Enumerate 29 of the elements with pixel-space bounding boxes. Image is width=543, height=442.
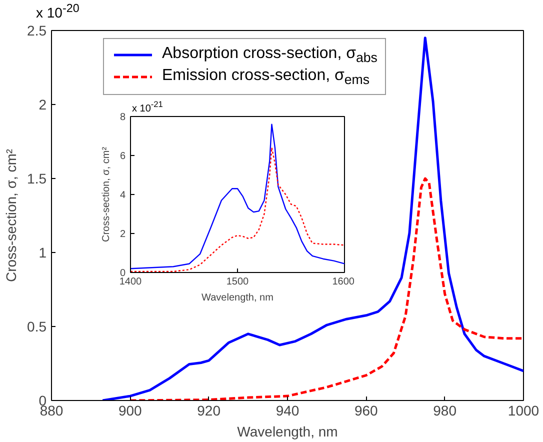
y-tick-label: 0 — [120, 268, 126, 279]
x-tick-label: 980 — [433, 402, 457, 418]
x-tick-label: 920 — [197, 402, 221, 418]
y-tick-label: 2 — [120, 229, 126, 240]
y-tick-label: 2.5 — [27, 22, 47, 38]
y-axis-title: Cross-section, σ, cm² — [3, 148, 20, 282]
x-axis-title: Wavelength, nm — [202, 292, 274, 304]
x-axis-title: Wavelength, nm — [237, 424, 338, 440]
x-tick-label: 1500 — [226, 276, 250, 288]
x-tick-label: 960 — [354, 402, 378, 418]
x-tick-label: 1400 — [119, 276, 142, 288]
y-axis-title: Cross-section, σ, cm² — [100, 146, 112, 242]
line-series — [130, 124, 344, 270]
y-tick-label: 1.5 — [27, 170, 47, 186]
x-tick-label: 1600 — [332, 276, 355, 288]
y-tick-label: 0.5 — [27, 318, 47, 334]
line-series — [101, 36, 524, 400]
y-tick-label: 8 — [120, 112, 126, 123]
x-tick-label: 1000 — [508, 402, 540, 418]
text: x 10$^{-20}$ — [36, 2, 80, 21]
y-tick-label: 6 — [120, 151, 126, 162]
x-tick-label: 900 — [118, 402, 142, 418]
legend-label: Absorption cross-section, σ$_{abs}$ — [162, 44, 378, 66]
x-tick-label: 940 — [276, 402, 300, 418]
legend-label: Emission cross-section, σ$_{ems}$ — [162, 66, 370, 88]
y-tick-label: 1 — [38, 244, 47, 260]
y-tick-label: 4 — [120, 190, 126, 201]
annotation: x 10$^{-21}$ — [132, 99, 163, 114]
y-tick-label: 2 — [38, 96, 47, 112]
